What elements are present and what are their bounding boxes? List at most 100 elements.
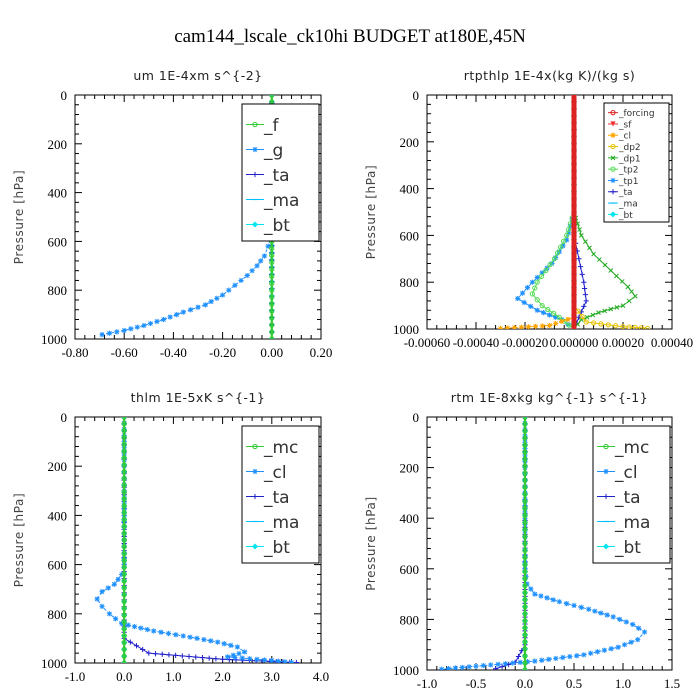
series-point-tp1 [560,243,566,249]
series-point-cl [578,604,584,610]
series-line-ta [495,417,526,670]
series-point-cl [504,325,511,329]
series-point-mc [121,633,127,639]
series-point-cl [99,603,105,610]
series-point-mc [121,564,127,570]
series-point-dp2 [632,324,638,329]
x-tick-label: -0.5 [466,676,487,691]
series-point-dp2 [644,325,651,329]
y-tick-label: 1000 [41,332,67,347]
series-point-cl [439,666,445,670]
series-point-cl [215,639,221,645]
series-point-forcing [571,174,577,181]
legend-label: _ta [263,166,290,186]
series-point-f [269,266,275,272]
y-tick-label: 0 [61,88,68,103]
series-point-g [208,298,214,305]
legend-label: _dp2 [618,143,641,153]
series-point-mc [522,660,528,666]
x-tick-label: 4.0 [313,669,329,684]
series-point-forcing [571,264,577,270]
series-point-mc [121,482,127,488]
series-point-mc [121,585,127,591]
y-axis-label: Pressure [hPa] [12,170,26,264]
series-point-ta [199,655,206,661]
series-point-forcing [571,285,577,291]
x-tick-label: -1.0 [417,676,438,691]
series-point-cl [559,318,565,324]
panel-title: rtpthlp 1E-4x(kg K)/(kg s) [464,68,636,83]
series-point-cl [565,316,571,322]
series-point-tp1 [539,270,545,276]
series-point-cl [592,608,598,614]
series-point-cl [502,661,508,667]
series-point-mc [121,462,127,468]
series-point-mc [121,434,127,441]
series-point-cl [459,664,465,670]
series-point-mc [522,604,528,610]
series-point-ta [179,653,185,659]
series-point-cl [99,589,105,595]
series-point-mc [522,618,528,624]
series-point-cl [588,650,594,656]
y-axis-label: Pressure [hPa] [364,496,378,590]
x-tick-label: 0.00020 [602,335,644,350]
series-point-mc [522,463,528,469]
series-point-cl [131,623,138,630]
series-point-cl [242,649,248,655]
series-point-mc [522,597,528,603]
series-point-f [269,273,275,279]
series-point-cl [282,659,288,663]
series-point-mc [121,475,127,482]
series-point-mc [121,503,127,509]
y-tick-label: 400 [400,511,420,526]
series-point-tp1 [534,274,540,281]
series-point-cl [532,591,538,597]
legend-marker [610,143,616,150]
series-point-cl [553,320,559,327]
y-tick-label: 800 [48,283,68,298]
y-tick-label: 600 [48,558,68,573]
series-point-mc [121,626,127,632]
series-point-g [99,332,105,338]
legend-label: _sf [618,120,632,130]
series-point-cl [187,634,193,640]
series-point-mc [522,583,528,589]
x-tick-label: -0.00020 [502,335,549,350]
series-point-tp2 [545,306,551,313]
legend-label: _tp2 [618,166,638,176]
y-tick-label: 1000 [41,656,67,671]
series-point-cl [94,596,100,602]
x-tick-label: 3.0 [264,669,280,684]
series-point-g [128,326,134,332]
series-point-cl [617,616,623,622]
series-point-g [154,318,160,325]
series-group [497,95,651,329]
legend-marker [610,155,616,161]
series-point-mc [522,632,528,638]
series-line-tp2 [531,95,575,329]
series-point-g [160,316,167,323]
y-tick-label: 0 [61,410,68,425]
legend-label: _bt [614,538,641,558]
y-tick-label: 0 [413,88,420,103]
x-tick-label: 0.000000 [550,335,599,350]
series-point-forcing [571,126,577,133]
series-point-g [188,307,194,313]
series-point-cl [532,323,539,329]
series-point-mc [522,576,528,582]
legend-label: _mc [614,438,649,458]
series-point-ta [193,654,199,660]
y-axis-label: Pressure [hPa] [364,165,378,259]
series-point-mc [121,598,127,605]
x-tick-label: 1.0 [615,676,631,691]
series-point-forcing [571,106,577,112]
series-point-mc [522,505,528,511]
series-point-cl [594,649,601,655]
series-point-f [269,280,275,286]
series-point-mc [522,519,528,526]
series-point-cl [236,650,242,657]
series-point-mc [121,448,127,454]
series-point-g [232,282,238,288]
series-point-f [269,301,275,307]
